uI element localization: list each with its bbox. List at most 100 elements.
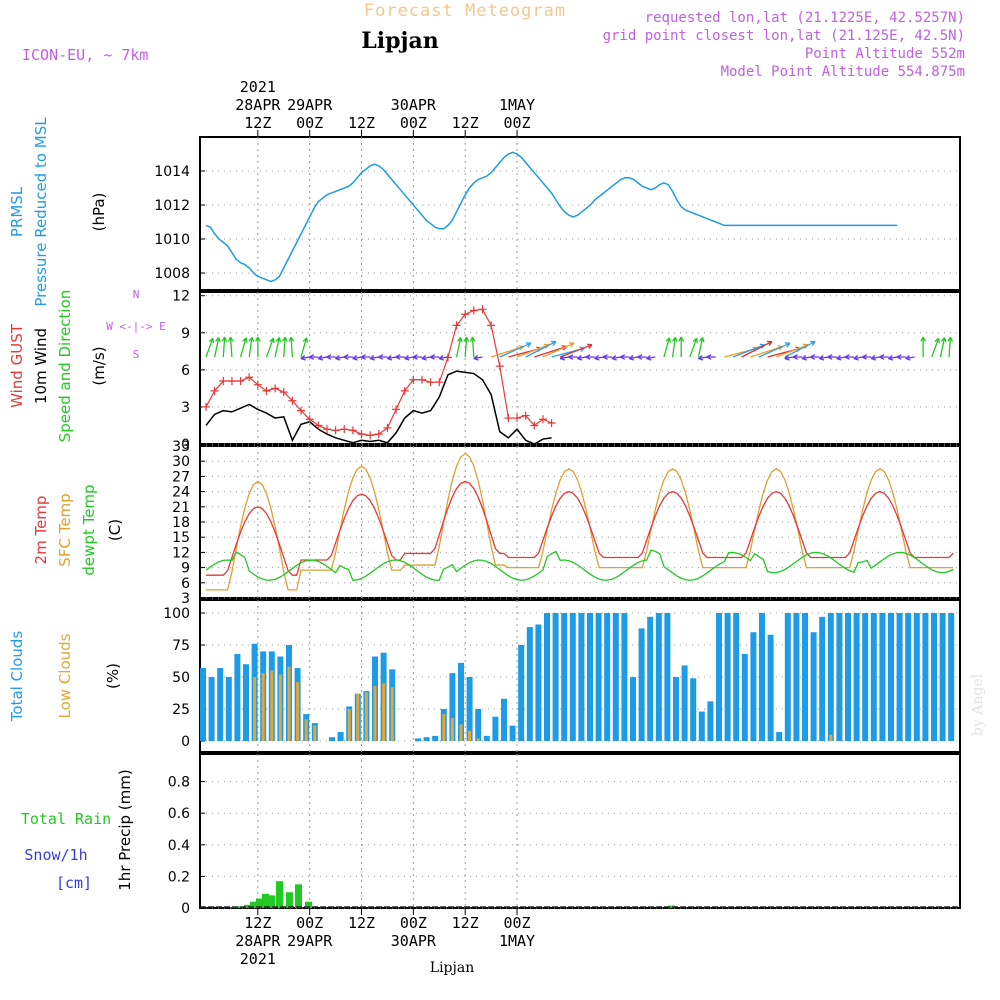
total-clouds-bar: [750, 632, 757, 741]
y-tick-label: 6: [181, 576, 190, 592]
total-clouds-bar: [595, 613, 602, 741]
wind-gust-point: [305, 415, 314, 424]
total-clouds-bar: [716, 613, 722, 741]
y-tick-label: 100: [163, 606, 190, 622]
wind-direction-arrow: [576, 355, 587, 361]
rain-bar: [305, 901, 312, 908]
low-clouds-label: Low Clouds: [56, 633, 74, 718]
total-clouds-bar: [931, 613, 937, 741]
y-tick-label: 3: [181, 591, 190, 607]
wind-gust-point: [348, 426, 357, 435]
wind-direction-arrow: [360, 354, 371, 360]
time-tick-label: 29APR: [287, 96, 333, 114]
wind-direction-arrow: [585, 354, 595, 360]
total-clouds-bar: [509, 725, 516, 741]
wind-gust-point: [461, 310, 470, 319]
wind-direction-arrow: [827, 354, 837, 360]
wind-direction-arrow: [343, 354, 353, 360]
wind-direction-arrow: [326, 354, 336, 360]
wind-direction-arrow: [317, 355, 328, 361]
time-tick-label: 00Z: [400, 914, 427, 932]
wind-direction-arrow: [879, 354, 889, 360]
wind-direction-arrow: [463, 336, 470, 358]
wind-direction-arrow: [248, 336, 255, 358]
total-clouds-bar: [793, 613, 800, 741]
y-tick-label: 21: [172, 500, 190, 516]
y-tick-label: 1010: [154, 232, 190, 248]
total-clouds-bar: [492, 716, 499, 741]
wind-direction-arrow: [559, 355, 569, 361]
wind-gust-point: [340, 425, 349, 434]
time-tick-label: 00Z: [400, 114, 427, 132]
wind-direction-arrow: [542, 342, 575, 358]
time-tick-label: 1MAY: [499, 96, 535, 114]
low-clouds-bar: [313, 725, 317, 741]
rain-label: Total Rain: [21, 810, 111, 828]
total-clouds-bar: [724, 613, 731, 741]
wind-direction-arrow: [421, 355, 431, 361]
wind-direction-arrow: [300, 355, 310, 361]
y-tick-label: 1012: [154, 198, 190, 214]
total-clouds-bar: [208, 677, 215, 741]
wind-direction-arrow: [784, 355, 794, 361]
wind-gust-point: [418, 375, 426, 384]
wind-direction-arrow: [792, 354, 803, 360]
wind-gust-point: [495, 362, 504, 371]
wind-gust-point: [374, 430, 383, 439]
total-clouds-bar: [243, 664, 249, 741]
wind-direction-arrow: [568, 354, 578, 360]
wind-direction-arrow: [560, 343, 593, 358]
low-clouds-bar: [261, 673, 265, 741]
total-clouds-bar: [475, 709, 482, 741]
sfc-temp-label: SFC Temp: [56, 493, 74, 566]
wind-direction-arrow: [646, 355, 656, 361]
total-clouds-bar: [862, 613, 869, 741]
wind-unit: (m/s): [90, 346, 108, 385]
wind-direction-arrow: [931, 337, 940, 358]
wind-gust-point: [400, 386, 409, 395]
wind-gust-point: [521, 411, 530, 420]
low-clouds-bar: [442, 714, 446, 741]
wind-gust-point: [409, 375, 418, 384]
panel-frame-wind: [199, 291, 961, 445]
y-tick-label: 3: [181, 400, 190, 416]
total-clouds-bar: [784, 613, 791, 741]
total-clouds-bar: [604, 613, 611, 741]
time-tick-label: 00Z: [503, 914, 530, 932]
wind-direction-arrow: [282, 336, 288, 358]
y-tick-label: 18: [172, 515, 190, 531]
total-clouds-bar: [587, 613, 593, 741]
wind-direction-arrow: [288, 336, 295, 358]
total-clouds-bar: [501, 698, 507, 741]
pressure-unit: (hPa): [90, 193, 108, 232]
pressure-label: Pressure Reduced to MSL: [32, 117, 50, 307]
wind-direction-arrow: [412, 354, 422, 360]
total-clouds-bar: [776, 732, 783, 741]
rain-bar: [256, 898, 263, 908]
y-tick-label: 0: [181, 437, 190, 453]
total-clouds-bar: [655, 613, 662, 741]
total-clouds-bar: [827, 613, 834, 741]
wind-direction-arrow: [920, 336, 926, 357]
total-clouds-bar: [423, 737, 430, 741]
total-clouds-bar: [896, 613, 903, 741]
low-clouds-bar: [364, 692, 368, 741]
wind-gust-point: [357, 430, 366, 439]
wind-direction-arrow: [844, 354, 854, 360]
wind-direction-arrow: [697, 355, 708, 361]
model-label: ICON-EU, ~ 7km: [22, 46, 148, 64]
wind-gust-point: [383, 423, 392, 432]
low-clouds-bar: [390, 687, 394, 741]
wind-gust-point: [210, 386, 219, 395]
total-clouds-bar: [802, 613, 808, 741]
wind-direction-arrow: [861, 354, 872, 360]
total-clouds-bar: [913, 613, 920, 741]
time-tick-label: 30APR: [391, 932, 437, 950]
rain-bar: [295, 884, 302, 908]
total-clouds-bar: [922, 613, 929, 741]
wind-gust-point: [202, 402, 210, 411]
wind-direction-arrow: [309, 354, 319, 360]
total-clouds-bar: [664, 613, 671, 741]
y-tick-label: 0.4: [168, 838, 190, 854]
